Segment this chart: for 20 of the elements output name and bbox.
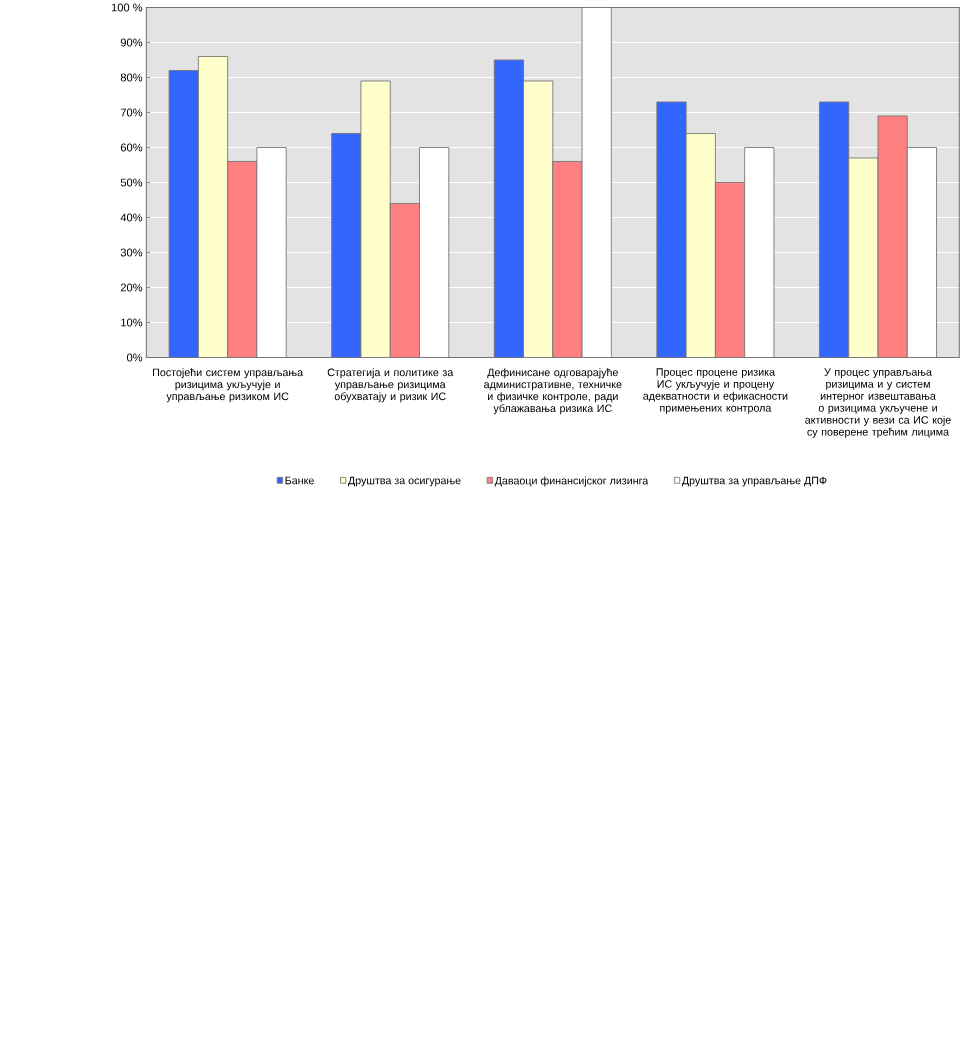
x-tick-label: У процес управљања ризицима и у систем интерног извештавања о ризицима укључене и активности у вези са ИС које су поверене трећим лицима (805, 368, 951, 438)
x-tick-label: Постојећи систем управљања ризицима укључује и управљање ризиком ИС (153, 368, 304, 403)
y-tick-label: 70% (121, 108, 143, 117)
y-tick-label: 60% (121, 143, 143, 152)
legend-label: Даваоци финансијског лизинга (494, 476, 649, 487)
x-tick-label: Стратегија и политике за управљање ризицима обухватају и ризик ИС (327, 368, 454, 403)
y-tick-label: 40% (120, 213, 143, 222)
y-tick-label: 100 % (112, 3, 143, 12)
x-tick-label: Процес процене ризика ИС укључује и процену адекватности и ефикасности примењених контрола (643, 368, 788, 414)
x-tick-label: Дефинисане одговарајуће административне, техничке и физичке контроле, ради ублажавања ризика ИС (484, 368, 622, 415)
y-tick-label: 80% (120, 73, 143, 82)
legend-label: Друштва за осигурање (348, 476, 461, 487)
y-tick-label: 10% (121, 318, 143, 327)
y-tick-label: 50% (120, 178, 143, 187)
legend-label: Банке (285, 476, 315, 485)
y-tick-label: 20% (121, 283, 143, 292)
legend-label: Друштва за управљање ДПФ (682, 476, 827, 487)
y-tick-label: 90% (120, 38, 143, 47)
y-tick-label: 0% (127, 353, 143, 362)
y-tick-label: 30% (120, 248, 143, 257)
